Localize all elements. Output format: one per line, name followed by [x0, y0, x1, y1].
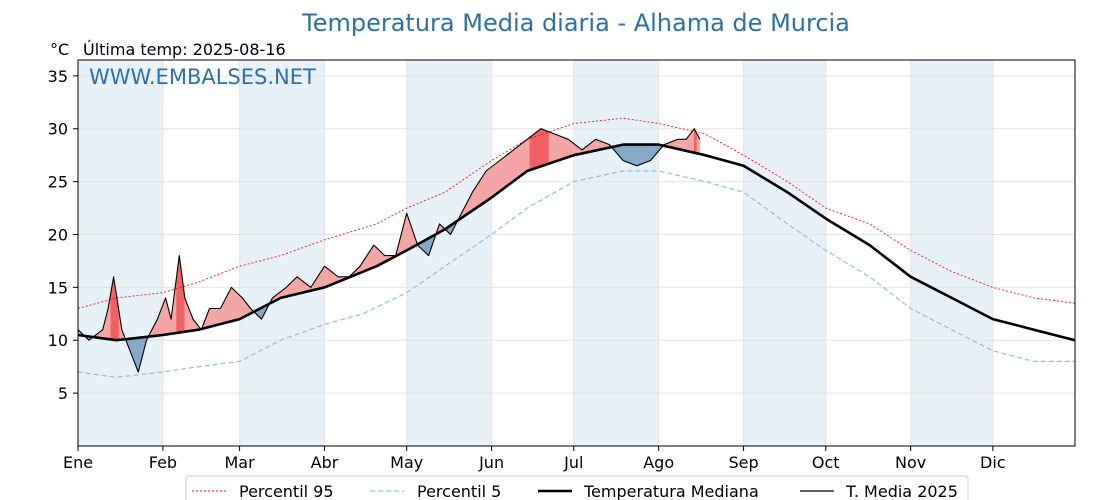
warm-anomaly-fill	[496, 159, 501, 195]
y-tick-label: 25	[48, 173, 68, 192]
warm-anomaly-fill	[494, 161, 498, 197]
y-tick-label: 15	[48, 278, 68, 297]
legend-box	[185, 475, 969, 500]
legend-label-p95: Percentil 95	[239, 482, 334, 500]
warm-anomaly-fill	[543, 129, 547, 166]
x-tick-label: Abr	[311, 453, 339, 472]
month-band	[78, 60, 163, 446]
x-tick-label: Feb	[149, 453, 177, 472]
warm-anomaly-fill	[559, 135, 564, 161]
month-band	[743, 60, 826, 446]
watermark: WWW.EMBALSES.NET	[89, 65, 316, 89]
legend-label-median: Temperatura Mediana	[583, 482, 759, 500]
month-band	[406, 60, 492, 446]
x-tick-label: Sep	[729, 453, 759, 472]
warm-anomaly-fill	[529, 134, 533, 171]
cool-anomaly-fill	[622, 144, 627, 162]
y-tick-label: 30	[48, 120, 68, 139]
last-temp-label: Última temp: 2025-08-16	[83, 40, 286, 59]
warm-anomaly-fill	[239, 294, 243, 320]
warm-anomaly-fill	[546, 130, 550, 165]
warm-anomaly-fill	[562, 136, 566, 160]
cool-anomaly-fill	[636, 144, 640, 167]
warm-anomaly-fill	[526, 136, 531, 172]
x-tick-label: May	[390, 453, 423, 472]
warm-anomaly-fill	[231, 286, 235, 322]
warm-anomaly-fill	[499, 157, 503, 192]
x-tick-label: Ago	[643, 453, 674, 472]
x-tick-label: Ene	[63, 453, 93, 472]
x-tick-label: Jun	[478, 453, 504, 472]
warm-anomaly-fill	[515, 145, 520, 180]
legend-label-p5: Percentil 5	[417, 482, 501, 500]
cool-anomaly-fill	[633, 144, 638, 167]
warm-anomaly-fill	[537, 128, 542, 168]
cool-anomaly-fill	[644, 144, 649, 164]
warm-anomaly-fill	[214, 308, 218, 326]
warm-anomaly-fill	[483, 170, 487, 204]
series-lines	[77, 117, 1076, 378]
warm-anomaly-fill	[504, 153, 509, 188]
x-tick-label: Dic	[980, 453, 1006, 472]
warm-anomaly-fill	[507, 151, 512, 186]
warm-anomaly-fill	[521, 140, 525, 176]
p95-line	[77, 117, 1076, 309]
legend-label-2025: T. Media 2025	[845, 482, 958, 500]
warm-anomaly-fill	[211, 308, 216, 327]
warm-anomaly-fill	[217, 308, 221, 326]
x-tick-label: Oct	[812, 453, 840, 472]
warm-anomaly-fill	[554, 133, 558, 163]
warm-anomaly-fill	[518, 142, 523, 178]
legend: Percentil 95 Percentil 5 Temperatura Med…	[185, 475, 969, 500]
chart-title: Temperatura Media diaria - Alhama de Mur…	[301, 9, 850, 37]
warm-anomaly-fill	[557, 134, 561, 162]
x-tick-label: Mar	[225, 453, 256, 472]
month-band	[910, 60, 993, 446]
warm-anomaly-fill	[567, 138, 572, 158]
warm-anomaly-fill	[373, 244, 377, 268]
x-tick-label: Nov	[895, 453, 926, 472]
warm-anomaly-fill	[488, 166, 492, 200]
y-axis-ticks: 5 10 15 20 25 30 35	[48, 67, 78, 403]
warm-anomaly-fill	[524, 138, 528, 174]
y-unit-label: °C	[50, 40, 69, 59]
warm-anomaly-fill	[565, 137, 569, 159]
warm-anomaly-fill	[510, 149, 514, 184]
warm-anomaly-fill	[296, 276, 301, 295]
warm-anomaly-fill	[548, 131, 553, 164]
warm-anomaly-fill	[551, 132, 555, 164]
warm-anomaly-fill	[326, 267, 331, 287]
warm-anomaly-fill	[324, 265, 328, 288]
cool-anomaly-fill	[647, 144, 651, 162]
warm-anomaly-fill	[233, 289, 238, 321]
y-tick-label: 20	[48, 225, 68, 244]
cool-anomaly-fill	[628, 144, 632, 165]
current-year-line	[77, 128, 701, 373]
p5-line	[77, 170, 1075, 378]
month-band	[239, 60, 325, 446]
warm-anomaly-fill	[513, 147, 517, 182]
cool-anomaly-fill	[630, 144, 635, 166]
x-tick-label: Jul	[563, 453, 583, 472]
y-tick-label: 35	[48, 67, 68, 86]
warm-anomaly-fill	[485, 168, 490, 202]
warm-anomaly-fill	[491, 164, 495, 199]
y-tick-label: 5	[58, 384, 68, 403]
warm-anomaly-fill	[532, 132, 536, 170]
y-tick-label: 10	[48, 331, 68, 350]
cool-anomaly-fill	[625, 144, 629, 164]
median-line	[77, 143, 1076, 342]
warm-anomaly-fill	[236, 291, 240, 321]
warm-anomaly-fill	[502, 155, 506, 190]
cool-anomaly-fill	[641, 144, 646, 165]
x-axis-ticks: Ene Feb Mar Abr May Jun Jul Ago Sep Oct Nov Dic	[63, 446, 1006, 472]
warm-anomaly-fill	[209, 308, 213, 328]
month-bands	[78, 60, 993, 446]
cool-anomaly-fill	[639, 144, 643, 166]
plot-frame	[77, 59, 1076, 447]
month-band	[573, 60, 659, 446]
